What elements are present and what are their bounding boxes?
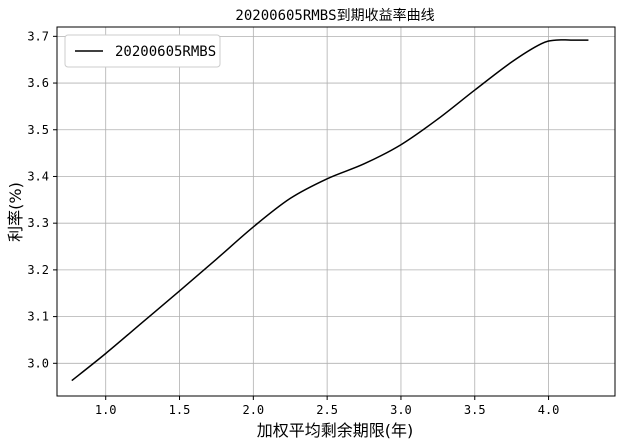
x-tick-label: 2.5: [316, 403, 338, 417]
plot-area-frame: [56, 26, 616, 397]
y-tick-label: 3.4: [27, 169, 49, 183]
x-tick-label: 4.0: [538, 403, 560, 417]
x-tick-label: 3.0: [390, 403, 412, 417]
x-tick-label: 1.5: [169, 403, 191, 417]
legend-label: 20200605RMBS: [115, 44, 216, 60]
x-tick-label: 1.0: [95, 403, 117, 417]
x-axis-ticks: 1.0 1.5 2.0 2.5 3.0 3.5 4.0: [95, 396, 560, 417]
grid-lines: [57, 27, 615, 396]
y-tick-label: 3.7: [27, 29, 49, 43]
chart-title: 20200605RMBS到期收益率曲线: [235, 7, 434, 24]
y-tick-label: 3.3: [27, 216, 49, 230]
y-axis-ticks: 3.0 3.1 3.2 3.3 3.4 3.5 3.6 3.7: [27, 29, 57, 370]
y-axis-label: 利率(%): [6, 182, 25, 242]
x-tick-label: 2.0: [242, 403, 264, 417]
y-tick-label: 3.0: [27, 356, 49, 370]
legend: 20200605RMBS: [64, 34, 221, 68]
series-layer: [71, 39, 589, 382]
legend-box: [64, 34, 221, 68]
x-axis-label: 加权平均剩余期限(年): [257, 421, 414, 440]
y-tick-label: 3.2: [27, 263, 49, 277]
y-tick-label: 3.1: [27, 310, 49, 324]
series-line-20200605RMBS: [71, 39, 589, 382]
x-tick-label: 3.5: [464, 403, 486, 417]
y-tick-label: 3.6: [27, 76, 49, 90]
y-tick-label: 3.5: [27, 123, 49, 137]
